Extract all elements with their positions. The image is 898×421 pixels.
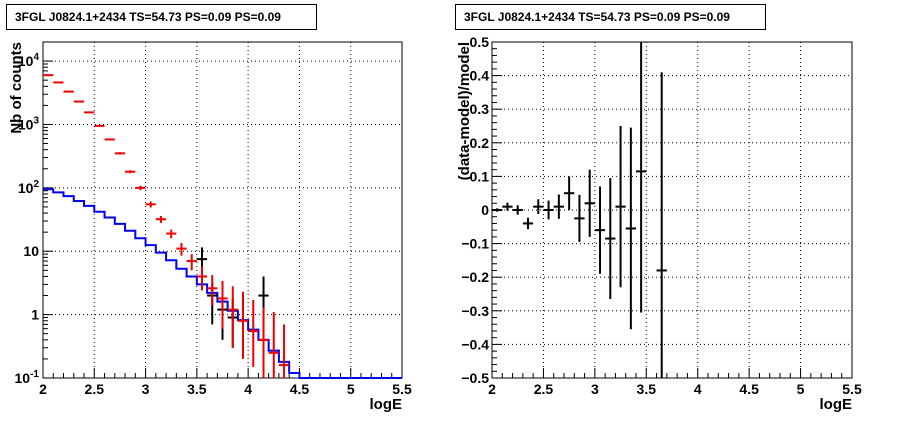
x-tick-label: 2 (39, 381, 47, 397)
y-tick-label: 102 (18, 179, 40, 196)
x-tick-label: 3.5 (637, 381, 657, 397)
y-tick-label: 104 (18, 52, 40, 69)
y-tick-label: 0.2 (470, 135, 490, 151)
x-tick-label: 3 (142, 381, 150, 397)
y-tick-label: 0.1 (470, 168, 490, 184)
plot-frame (42, 41, 403, 379)
y-tick-label: 0 (481, 202, 489, 218)
x-tick-label: 4.5 (290, 381, 310, 397)
y-tick-label: 103 (18, 115, 40, 132)
y-tick-label: 0.5 (470, 34, 490, 50)
y-tick-label: −0.4 (461, 336, 489, 352)
x-tick-label: 4.5 (739, 381, 759, 397)
x-tick-label: 2.5 (534, 381, 554, 397)
x-tick-label: 2.5 (85, 381, 105, 397)
y-tick-label: 10-1 (15, 369, 40, 386)
x-tick-label: 4 (694, 381, 702, 397)
y-axis-label: Nb of counts (8, 42, 25, 134)
y-tick-label: −0.2 (461, 269, 489, 285)
x-tick-label: 4 (244, 381, 252, 397)
y-tick-label: 0.4 (470, 68, 490, 84)
y-tick-label: −0.5 (461, 370, 489, 386)
y-tick-label: 1 (31, 307, 39, 323)
y-tick-label: 10 (23, 243, 39, 259)
y-axis-label: (data-model)/model (456, 42, 473, 180)
x-axis-label: logE (820, 396, 853, 413)
x-tick-label: 2 (488, 381, 496, 397)
right-plot-title: 3FGL J0824.1+2434 TS=54.73 PS=0.09 PS=0.… (455, 4, 766, 30)
y-tick-label: −0.1 (461, 236, 489, 252)
y-tick-label: −0.3 (461, 303, 489, 319)
x-tick-label: 5 (347, 381, 355, 397)
x-tick-label: 3 (591, 381, 599, 397)
y-tick-label: 0.3 (470, 101, 490, 117)
x-axis-label: logE (370, 396, 403, 413)
x-tick-label: 3.5 (187, 381, 207, 397)
x-tick-label: 5.5 (842, 381, 862, 397)
x-tick-label: 5 (797, 381, 805, 397)
left-plot-title: 3FGL J0824.1+2434 TS=54.73 PS=0.09 PS=0.… (6, 4, 317, 30)
x-tick-label: 5.5 (392, 381, 412, 397)
